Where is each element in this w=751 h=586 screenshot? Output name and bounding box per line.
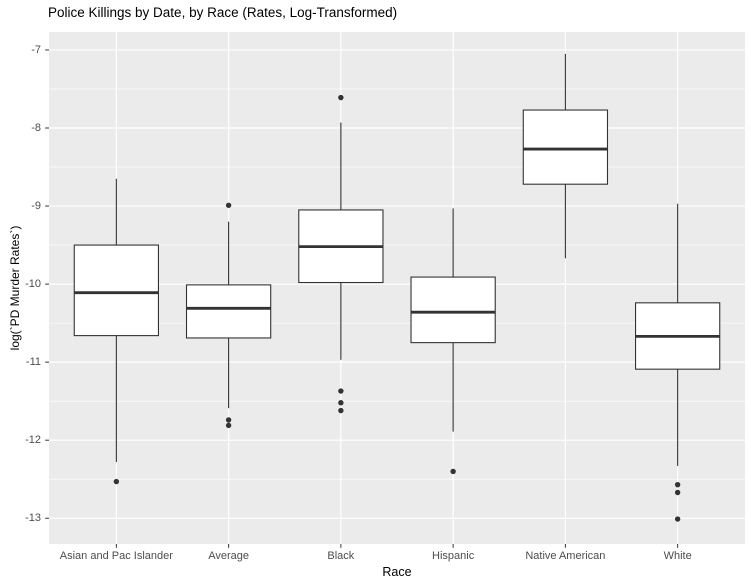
iqr-box xyxy=(522,109,609,185)
iqr-box xyxy=(410,276,496,344)
chart-title: Police Killings by Date, by Race (Rates,… xyxy=(48,5,398,20)
outlier-point xyxy=(225,417,232,423)
outlier-point xyxy=(674,481,681,488)
outlier-point xyxy=(674,489,681,496)
y-tick-label: -13 xyxy=(25,512,41,525)
outlier-point xyxy=(338,388,344,394)
iqr-box xyxy=(73,244,160,337)
panel-background xyxy=(49,32,745,544)
x-tick-label: White xyxy=(663,550,692,562)
y-tick-label: -9 xyxy=(31,200,41,213)
y-tick-label: -10 xyxy=(25,278,41,291)
outlier-point xyxy=(338,407,344,414)
outlier-point xyxy=(450,468,456,475)
x-tick-label: Average xyxy=(208,550,249,562)
iqr-box xyxy=(185,284,272,339)
outlier-point xyxy=(338,94,344,101)
y-tick-label: -12 xyxy=(25,434,41,447)
outlier-point xyxy=(225,202,232,208)
outlier-point xyxy=(338,400,344,406)
outlier-point xyxy=(225,422,232,429)
outlier-point xyxy=(674,516,681,522)
outlier-point xyxy=(113,478,120,485)
x-tick-label: Asian and Pac Islander xyxy=(59,550,173,562)
x-tick-label: Native American xyxy=(525,550,606,562)
y-tick-label: -7 xyxy=(31,43,41,56)
y-tick-label: -11 xyxy=(25,356,41,369)
y-tick-label: -8 xyxy=(31,122,41,134)
x-tick-label: Black xyxy=(327,550,355,562)
x-axis-title: Race xyxy=(382,565,412,579)
x-tick-label: Hispanic xyxy=(432,550,475,562)
